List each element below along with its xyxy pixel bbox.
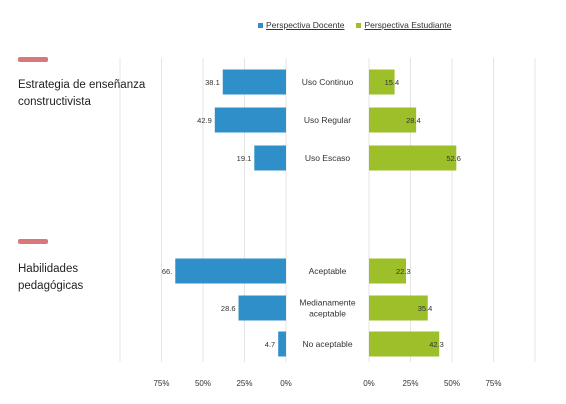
tick-label: 50% xyxy=(195,379,211,388)
category-label: aceptable xyxy=(309,309,346,319)
category-label: No aceptable xyxy=(302,339,352,349)
section-title-estrategia: Estrategia de enseñanza constructivista xyxy=(18,77,145,111)
data-label-docente: 4.7 xyxy=(265,340,275,349)
section-accent-bar xyxy=(18,57,48,62)
section-accent-bar xyxy=(18,239,48,244)
bar-estudiante xyxy=(369,145,457,171)
data-label-docente: 66. xyxy=(162,267,172,276)
tick-label: 50% xyxy=(444,379,460,388)
category-label: Medianamente xyxy=(299,298,356,308)
section-title-line: Habilidades xyxy=(18,263,79,275)
tick-label: 0% xyxy=(363,379,375,388)
tick-label: 0% xyxy=(280,379,292,388)
section-title-line: constructivista xyxy=(18,96,91,108)
legend-label-docente: Perspectiva Docente xyxy=(266,20,345,30)
bar-estudiante xyxy=(369,69,395,95)
tick-label: 75% xyxy=(153,379,169,388)
legend: Perspectiva Docente Perspectiva Estudian… xyxy=(258,20,451,30)
category-label: Uso Continuo xyxy=(302,77,354,87)
data-label-docente: 38.1 xyxy=(205,78,220,87)
section-title-habilidades: Habilidades pedagógicas xyxy=(18,261,83,295)
legend-label-estudiante: Perspectiva Estudiante xyxy=(364,20,452,30)
legend-item-docente: Perspectiva Docente xyxy=(258,20,344,30)
legend-item-estudiante: Perspectiva Estudiante xyxy=(356,20,451,30)
data-label-estudiante: 28.4 xyxy=(406,116,421,125)
tick-label: 25% xyxy=(236,379,252,388)
data-label-estudiante: 22.3 xyxy=(396,267,411,276)
category-label: Uso Regular xyxy=(304,115,351,125)
section-title-line: Estrategia de enseñanza xyxy=(18,79,146,91)
bar-estudiante xyxy=(369,331,440,357)
data-label-estudiante: 15.4 xyxy=(385,78,400,87)
section-title-line: pedagógicas xyxy=(18,280,84,292)
bar-docente xyxy=(278,331,286,357)
data-label-docente: 28.6 xyxy=(221,304,236,313)
data-label-estudiante: 35.4 xyxy=(418,304,433,313)
bar-estudiante xyxy=(369,295,428,321)
bar-docente xyxy=(254,145,286,171)
bar-docente xyxy=(175,258,286,284)
tick-label: 75% xyxy=(485,379,501,388)
category-label: Aceptable xyxy=(309,266,347,276)
legend-swatch-docente xyxy=(258,22,263,28)
data-label-docente: 19.1 xyxy=(237,154,252,163)
data-label-docente: 42.9 xyxy=(197,116,212,125)
category-label: Uso Escaso xyxy=(305,153,351,163)
data-label-estudiante: 42.3 xyxy=(429,340,444,349)
legend-swatch-estudiante xyxy=(356,22,362,28)
bar-estudiante xyxy=(369,258,407,284)
bar-docente xyxy=(238,295,286,321)
tick-label: 25% xyxy=(402,379,418,388)
bar-docente xyxy=(214,107,286,133)
data-label-estudiante: 52.6 xyxy=(446,154,461,163)
bar-estudiante xyxy=(369,107,417,133)
bar-docente xyxy=(222,69,286,95)
